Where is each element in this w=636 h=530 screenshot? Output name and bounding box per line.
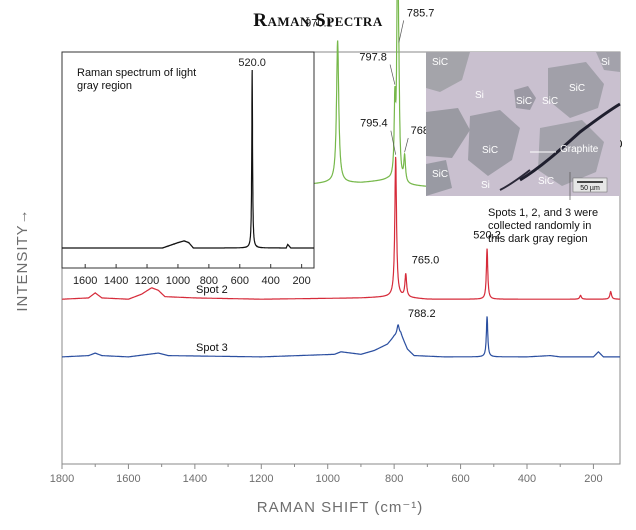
micrograph-label: SiC <box>432 57 448 68</box>
peak-label: 785.7 <box>407 7 435 19</box>
micrograph-label: Si <box>481 180 490 191</box>
series-line-spot-3 <box>62 316 620 358</box>
inset-x-tick-label: 400 <box>262 275 280 287</box>
peak-label: 797.8 <box>359 52 387 64</box>
x-tick-label: 600 <box>451 473 469 485</box>
micrograph: SiC SiC Si SiC SiC Si SiC Graphite SiC S… <box>426 52 621 196</box>
x-tick-label: 200 <box>584 473 602 485</box>
series-label: Spot 3 <box>196 342 228 354</box>
micrograph-label: Si <box>601 57 610 68</box>
x-tick-label: 1200 <box>249 473 273 485</box>
inset-title-line-2: gray region <box>77 80 132 92</box>
x-tick-label: 1400 <box>183 473 207 485</box>
inset-x-tick-label: 800 <box>200 275 218 287</box>
x-tick-label: 1000 <box>315 473 339 485</box>
peak-leader-line <box>389 64 396 85</box>
inset-x-tick-label: 600 <box>231 275 249 287</box>
micrograph-label: SiC <box>538 176 554 187</box>
inset-plot-area <box>61 51 315 269</box>
micrograph-label: Si <box>475 90 484 101</box>
note-line: Spots 1, 2, and 3 were <box>488 207 598 219</box>
inset-frame <box>61 51 315 269</box>
main-x-ticks: 1800 1600 1400 1200 1000 800 600 400 200 <box>50 464 603 485</box>
x-tick-label: 400 <box>518 473 536 485</box>
x-tick-label: 1600 <box>116 473 140 485</box>
micrograph-label: Graphite <box>560 144 599 155</box>
inset-x-tick-label: 1200 <box>135 275 159 287</box>
chart-title: Raman Spectra <box>253 10 383 31</box>
inset-title-line-1: Raman spectrum of light <box>77 67 196 79</box>
inset-spectrum: 520.0 <box>62 57 314 249</box>
peak-leader-line <box>398 20 405 43</box>
micrograph-label: SiC <box>482 145 498 156</box>
peak-label: 795.4 <box>360 118 388 130</box>
inset-x-tick-label: 1400 <box>104 275 128 287</box>
note-line: collected randomly in <box>488 220 591 232</box>
scale-bar-label: 50 µm <box>580 185 600 192</box>
micrograph-label: SiC <box>569 83 585 94</box>
micrograph-label: SiC <box>516 96 532 107</box>
peak-leader-line <box>404 137 409 153</box>
peak-label: 520.2 <box>473 229 501 241</box>
micrograph-label: SiC <box>542 96 558 107</box>
inset-x-tick-label: 1600 <box>73 275 97 287</box>
x-tick-label: 1800 <box>50 473 74 485</box>
peak-label: 788.2 <box>408 308 436 320</box>
peak-label: 765.0 <box>412 254 440 266</box>
x-tick-label: 800 <box>385 473 403 485</box>
micrograph-label: SiC <box>432 169 448 180</box>
y-axis-label: INTENSITY→ <box>14 208 31 311</box>
inset-peak-label: 520.0 <box>238 57 266 69</box>
series-label: Spot 2 <box>196 284 228 296</box>
peak-label: 970.1 <box>305 17 333 29</box>
x-axis-label: RAMAN SHIFT (cm⁻¹) <box>257 499 423 516</box>
inset-x-ticks: 1600 1400 1200 1000 800 600 400 200 <box>73 264 311 287</box>
inset-spectrum-line <box>62 69 314 249</box>
series-line-spot-2 <box>62 156 620 300</box>
inset-x-tick-label: 200 <box>292 275 310 287</box>
inset-x-tick-label: 1000 <box>166 275 190 287</box>
note-line: this dark gray region <box>488 233 588 245</box>
peak-leader-line <box>390 130 397 155</box>
